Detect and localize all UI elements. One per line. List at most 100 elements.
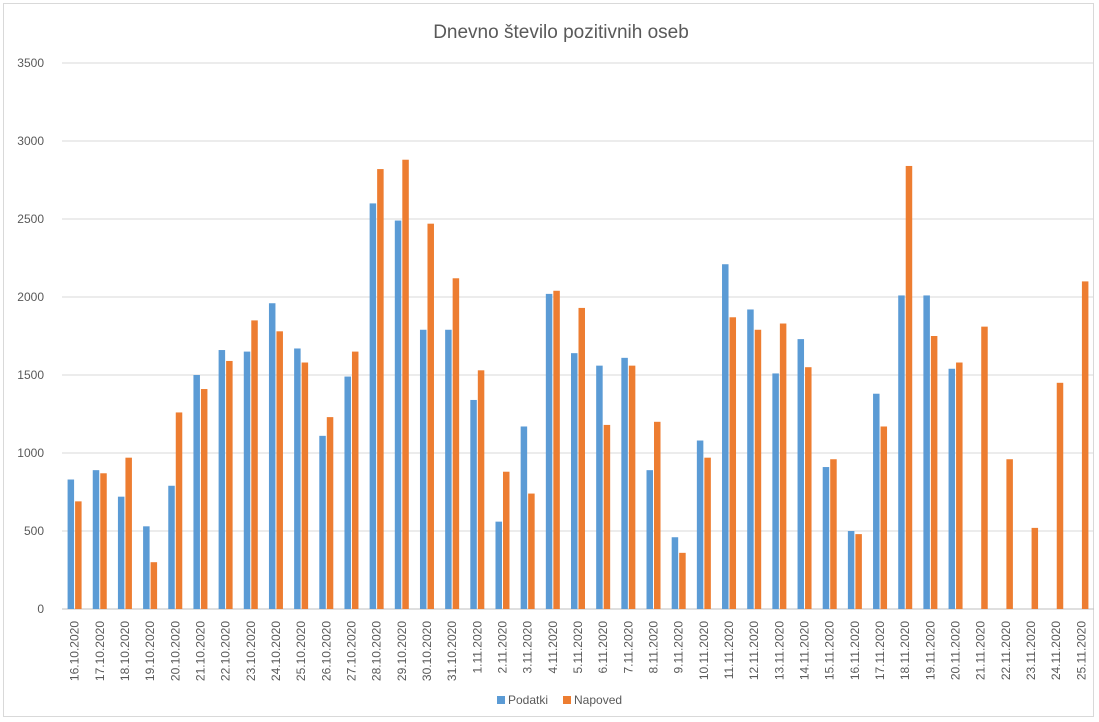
bar-podatki xyxy=(822,467,830,609)
x-tick-label: 21.10.2020 xyxy=(193,621,207,681)
bar-napoved xyxy=(427,223,434,609)
x-tick-label: 22.11.2020 xyxy=(999,621,1013,680)
x-tick-label: 12.11.2020 xyxy=(747,621,761,680)
bar-napoved xyxy=(679,552,686,609)
bar-napoved xyxy=(200,389,208,609)
x-tick-label: 6.11.2020 xyxy=(596,621,610,674)
bar-napoved xyxy=(502,471,510,609)
bar-podatki xyxy=(92,470,100,609)
x-tick-label: 18.10.2020 xyxy=(118,621,132,681)
bar-podatki xyxy=(168,485,175,609)
bar-podatki xyxy=(319,435,326,609)
x-tick-label: 28.10.2020 xyxy=(370,621,384,681)
bar-napoved xyxy=(452,278,460,609)
legend-label-podatki: Podatki xyxy=(508,693,548,707)
x-tick-label: 15.11.2020 xyxy=(823,621,837,680)
bar-napoved xyxy=(855,534,862,609)
bar-podatki xyxy=(847,531,855,609)
bar-napoved xyxy=(175,412,183,609)
bar-napoved xyxy=(377,169,384,609)
bar-napoved xyxy=(125,457,132,609)
x-tick-label: 25.10.2020 xyxy=(294,621,308,681)
bar-podatki xyxy=(268,303,276,609)
bar-podatki xyxy=(520,426,528,609)
chart-title: Dnevno število pozitivnih oseb xyxy=(433,22,689,43)
x-tick-label: 27.10.2020 xyxy=(344,621,358,681)
bar-napoved xyxy=(930,336,938,609)
bar-podatki xyxy=(495,521,502,609)
bar-podatki xyxy=(470,399,477,609)
y-tick-label: 3500 xyxy=(17,56,44,70)
x-tick-label: 1.11.2020 xyxy=(470,621,484,674)
bar-napoved xyxy=(754,329,762,609)
bar-podatki xyxy=(344,376,351,609)
bar-napoved xyxy=(830,459,837,609)
bar-napoved xyxy=(1081,281,1089,609)
bar-napoved xyxy=(477,370,485,609)
x-tick-label: 2.11.2020 xyxy=(495,621,509,674)
bar-napoved xyxy=(553,290,560,609)
bar-podatki xyxy=(797,339,805,609)
x-tick-label: 5.11.2020 xyxy=(571,621,585,674)
bar-napoved xyxy=(351,351,359,609)
legend-label-napoved: Napoved xyxy=(574,693,622,707)
x-tick-label: 23.11.2020 xyxy=(1024,621,1038,680)
bar-napoved xyxy=(628,365,636,609)
bar-podatki xyxy=(545,293,553,609)
y-tick-label: 1500 xyxy=(17,368,44,382)
y-tick-label: 1000 xyxy=(17,446,44,460)
y-tick-label: 2000 xyxy=(17,290,44,304)
x-tick-label: 10.11.2020 xyxy=(697,621,711,680)
bar-podatki xyxy=(193,375,200,609)
bar-napoved xyxy=(251,320,258,609)
bar-podatki xyxy=(596,365,603,609)
bar-napoved xyxy=(956,362,963,609)
x-tick-label: 26.10.2020 xyxy=(319,621,333,681)
bar-podatki xyxy=(143,526,150,609)
bar-podatki xyxy=(898,295,905,609)
x-tick-label: 29.10.2020 xyxy=(395,621,409,681)
bar-napoved xyxy=(150,562,158,609)
x-tick-label: 9.11.2020 xyxy=(672,621,686,674)
bar-napoved xyxy=(704,457,711,609)
x-axis-ticks: 16.10.2020 17.10.2020 18.10.2020 19.10.2020… xyxy=(68,621,1089,681)
y-tick-label: 500 xyxy=(24,524,44,538)
bar-podatki xyxy=(722,264,729,609)
bar-podatki xyxy=(696,440,704,609)
x-tick-label: 14.11.2020 xyxy=(798,621,812,680)
bar-napoved xyxy=(100,473,107,609)
x-tick-label: 16.11.2020 xyxy=(848,621,862,680)
bar-napoved xyxy=(779,323,787,609)
bar-podatki xyxy=(923,295,930,609)
bars xyxy=(67,159,1089,609)
legend: Podatki Napoved xyxy=(497,693,622,707)
x-tick-label: 20.10.2020 xyxy=(168,621,182,681)
bar-napoved xyxy=(226,360,233,609)
bar-podatki xyxy=(772,373,779,609)
x-tick-label: 20.11.2020 xyxy=(949,621,963,680)
x-tick-label: 21.11.2020 xyxy=(974,621,988,680)
bar-podatki xyxy=(218,350,226,609)
bar-napoved xyxy=(326,417,334,609)
chart-frame: Dnevno število pozitivnih oseb 0 500 1000 1… xyxy=(3,3,1094,717)
bar-napoved xyxy=(75,501,82,609)
x-tick-label: 23.10.2020 xyxy=(244,621,258,681)
bar-podatki xyxy=(369,203,377,609)
x-tick-label: 18.11.2020 xyxy=(898,621,912,680)
bar-podatki xyxy=(747,309,754,609)
bar-napoved xyxy=(1056,382,1064,609)
x-tick-label: 30.10.2020 xyxy=(420,621,434,681)
bar-napoved xyxy=(729,317,737,609)
bar-napoved xyxy=(402,159,409,609)
x-tick-label: 3.11.2020 xyxy=(521,621,535,674)
x-tick-label: 22.10.2020 xyxy=(219,621,233,681)
x-tick-label: 4.11.2020 xyxy=(546,621,560,674)
x-tick-label: 17.10.2020 xyxy=(93,621,107,681)
x-tick-label: 8.11.2020 xyxy=(647,621,661,674)
bar-podatki xyxy=(571,353,578,609)
bar-napoved xyxy=(654,421,661,609)
bar-podatki xyxy=(621,357,628,609)
bar-podatki xyxy=(117,496,125,609)
x-tick-label: 19.10.2020 xyxy=(143,621,157,681)
y-tick-label: 2500 xyxy=(17,212,44,226)
